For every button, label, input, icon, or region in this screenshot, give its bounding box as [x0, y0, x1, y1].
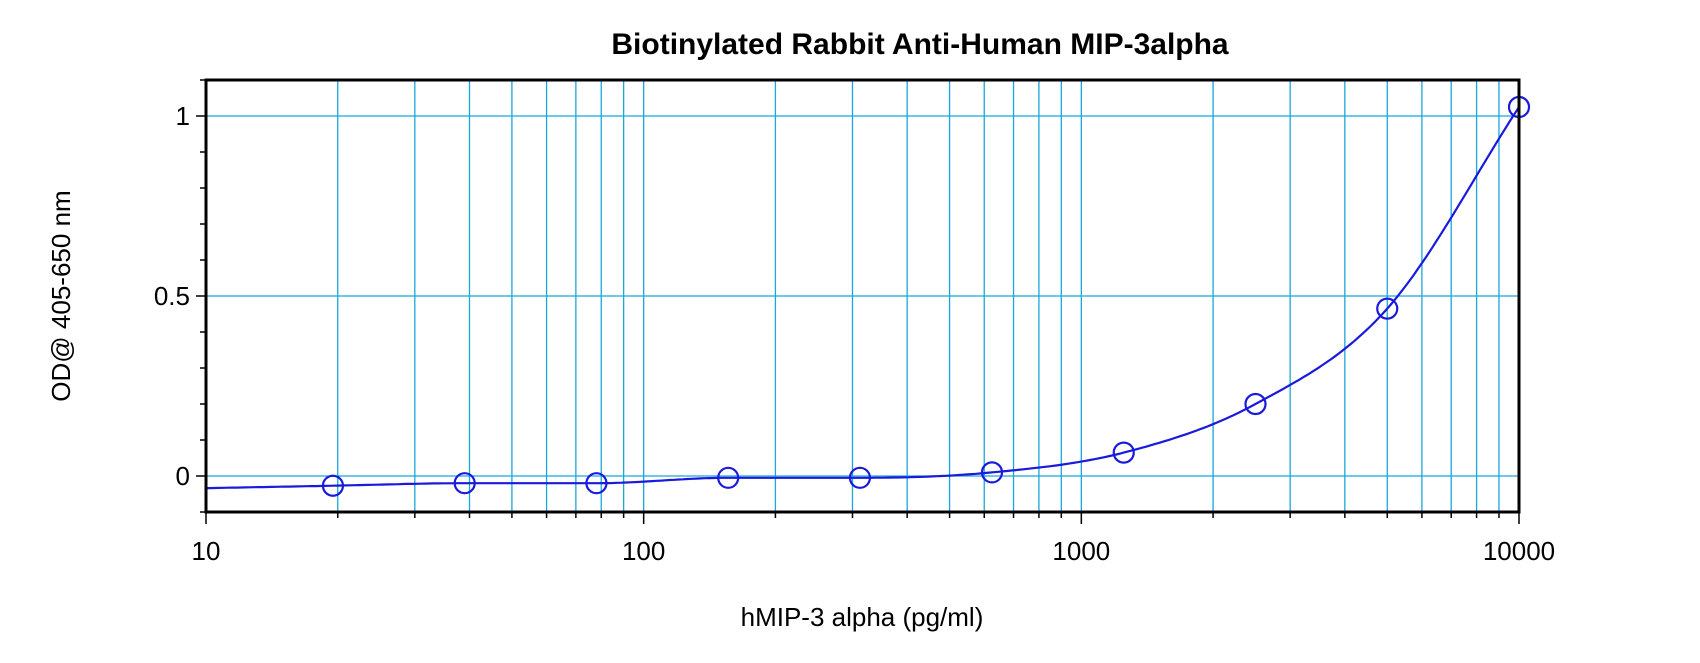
- data-point: [848, 466, 872, 489]
- y-tick-label: 0: [176, 461, 190, 491]
- y-axis-label: OD@ 405-650 nm: [46, 190, 76, 401]
- data-point: [321, 474, 345, 497]
- fit-curve: [206, 106, 1520, 490]
- x-axis-label: hMIP-3 alpha (pg/ml): [741, 602, 984, 632]
- y-tick-label: 1: [176, 101, 190, 131]
- data-point: [1112, 441, 1135, 464]
- fit-curve-layer: [206, 106, 1520, 490]
- y-tick-label: 0.5: [154, 281, 190, 311]
- x-tick-label: 100: [622, 536, 665, 566]
- data-point: [717, 466, 740, 489]
- data-point: [585, 472, 608, 495]
- data-points: [321, 95, 1531, 497]
- data-point: [453, 472, 476, 495]
- x-ticks: 10 100 1000 10000: [192, 512, 1555, 566]
- grid: [205, 80, 1520, 512]
- data-point: [980, 461, 1004, 484]
- data-point: [1376, 297, 1399, 320]
- y-ticks: 00.51: [154, 79, 206, 513]
- x-tick-label: 10: [192, 536, 221, 566]
- chart-title: Biotinylated Rabbit Anti-Human MIP-3alph…: [611, 28, 1229, 61]
- x-tick-label: 1000: [1052, 536, 1110, 566]
- x-tick-label: 10000: [1483, 536, 1555, 566]
- data-point: [1244, 392, 1267, 416]
